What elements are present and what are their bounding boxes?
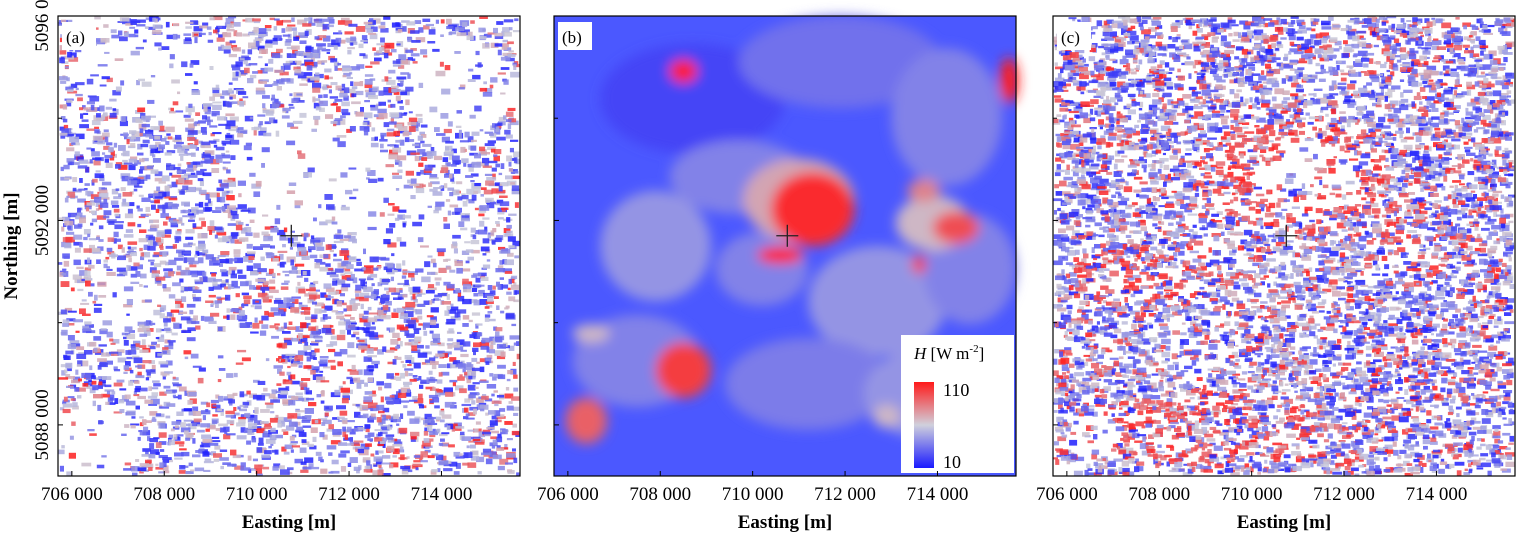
panel-a-label: (a) (66, 28, 85, 47)
colorbar-legend: H [W m-2] 110 10 (901, 335, 1014, 473)
panel-b-xlabel: Easting [m] (738, 512, 832, 533)
panel-a-label-bg (62, 22, 96, 50)
colorbar-min-label: 10 (943, 452, 961, 472)
ylabel: Northing [m] (1, 192, 22, 299)
colorbar-max-label: 110 (943, 380, 969, 400)
panel-b-label-bg (558, 22, 592, 50)
station-marker-2 (1275, 224, 1298, 247)
panel-b-label: (b) (562, 28, 582, 47)
x-tick-label-1-0: 706 000 (537, 484, 599, 505)
y-tick-label-2: 5088 000 (32, 389, 53, 460)
station-marker-0 (280, 224, 303, 247)
x-tick-label-0-4: 714 000 (411, 484, 473, 505)
x-tick-label-0-3: 712 000 (318, 484, 380, 505)
panel-a-frame (57, 15, 521, 477)
x-tick-label-1-4: 714 000 (907, 484, 969, 505)
station-marker-1 (776, 224, 799, 247)
panel-c: (c) (1052, 15, 1516, 477)
x-tick-label-2-2: 710 000 (1221, 484, 1283, 505)
panel-b-frame (553, 15, 1017, 477)
colorbar-ramp (914, 382, 934, 468)
colorbar-title-close: ] (979, 344, 985, 363)
x-tick-label-1-2: 710 000 (722, 484, 784, 505)
colorbar-title-unit: [W m (931, 344, 970, 363)
colorbar-title-var: H (913, 344, 928, 363)
x-tick-label-2-1: 708 000 (1128, 484, 1190, 505)
panel-c-label-bg (1057, 22, 1091, 50)
y-tick-label-0: 5096 000 (32, 0, 53, 52)
colorbar-title: H [W m-2] (913, 343, 984, 363)
axes-layer: 706 000 708 000 710 000 712 000 714 000 5096 … (32, 0, 1467, 505)
x-tick-label-2-3: 712 000 (1313, 484, 1375, 505)
x-tick-label-2-0: 706 000 (1036, 484, 1098, 505)
panel-a-xlabel: Easting [m] (242, 512, 336, 533)
panel-b-heatmap (565, 16, 1019, 444)
y-tick-label-1: 5092 000 (32, 185, 53, 256)
panel-c-xlabel: Easting [m] (1237, 512, 1331, 533)
panel-a-heatmap (58, 16, 520, 476)
panel-c-heatmap (1053, 16, 1515, 476)
colorbar-title-exp: -2 (969, 343, 978, 355)
panel-a: (a) (57, 15, 521, 477)
x-tick-label-2-4: 714 000 (1406, 484, 1468, 505)
x-tick-label-0-0: 706 000 (41, 484, 103, 505)
panel-b: (b) H [W m-2] 110 10 (553, 15, 1019, 477)
x-tick-label-0-2: 710 000 (226, 484, 288, 505)
panel-c-frame (1052, 15, 1516, 477)
x-tick-label-1-1: 708 000 (629, 484, 691, 505)
panel-c-label: (c) (1061, 28, 1080, 47)
x-tick-label-0-1: 708 000 (133, 484, 195, 505)
x-tick-label-1-3: 712 000 (814, 484, 876, 505)
